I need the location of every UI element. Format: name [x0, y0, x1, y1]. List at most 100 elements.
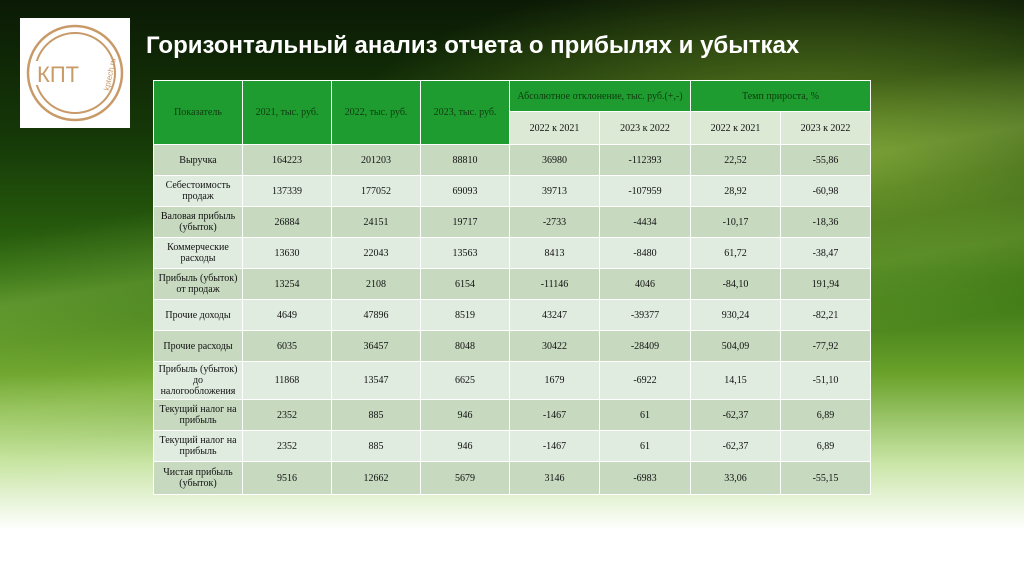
row-label-cell: Себестоимость продаж	[153, 175, 243, 207]
value-cell: 61,72	[690, 237, 782, 269]
value-cell: 26884	[242, 206, 332, 238]
table-body: Выручка 164223 201203 88810 36980 -112393 22,5…	[153, 144, 872, 495]
value-cell: 8048	[420, 330, 510, 362]
subheader-rate-2022-2021: 2022 к 2021	[690, 111, 782, 145]
subheader-abs-2022-2021: 2022 к 2021	[509, 111, 600, 145]
header-2023: 2023, тыс. руб.	[420, 80, 510, 145]
table-row: Текущий налог на прибыль 2352 885 946 -1467 6…	[153, 430, 872, 462]
table-row: Коммерческие расходы 13630 22043 13563 8413-…	[153, 237, 872, 269]
table-row: Прочие расходы 6035 36457 8048 30422 -28409 50…	[153, 330, 872, 362]
value-cell: 946	[420, 399, 510, 431]
value-cell: 2352	[242, 399, 332, 431]
value-cell: 6154	[420, 268, 510, 300]
value-cell: 8413	[509, 237, 600, 269]
value-cell: -107959	[598, 175, 692, 207]
value-cell: -60,98	[780, 175, 872, 207]
value-cell: 504,09	[690, 330, 782, 362]
value-cell: 61	[598, 399, 692, 431]
value-cell: -28409	[598, 330, 692, 362]
value-cell: 4649	[242, 299, 332, 331]
value-cell: 1679	[509, 361, 600, 400]
table-row: Прибыль (убыток) от продаж 13254 2108 6154-…	[153, 268, 872, 300]
value-cell: 6035	[242, 330, 332, 362]
value-cell: 6,89	[780, 430, 872, 462]
value-cell: -18,36	[780, 206, 872, 238]
subheader-abs-2023-2022: 2023 к 2022	[598, 111, 692, 145]
value-cell: -6983	[598, 461, 692, 495]
value-cell: -11146	[509, 268, 600, 300]
value-cell: 88810	[420, 144, 510, 176]
table-row: Себестоимость продаж 137339 177052 69093 397…	[153, 175, 872, 207]
page-title: Горизонтальный анализ отчета о прибылях …	[146, 32, 800, 59]
value-cell: 177052	[331, 175, 421, 207]
table-row: Текущий налог на прибыль 2352 885 946 -1467 6…	[153, 399, 872, 431]
value-cell: 69093	[420, 175, 510, 207]
value-cell: 3146	[509, 461, 600, 495]
value-cell: 12662	[331, 461, 421, 495]
value-cell: -62,37	[690, 399, 782, 431]
table-row: Валовая прибыль (убыток) 26884 24151 19717-…	[153, 206, 872, 238]
value-cell: -39377	[598, 299, 692, 331]
value-cell: -62,37	[690, 430, 782, 462]
value-cell: -2733	[509, 206, 600, 238]
value-cell: 164223	[242, 144, 332, 176]
value-cell: 43247	[509, 299, 600, 331]
value-cell: -84,10	[690, 268, 782, 300]
row-label-cell: Чистая прибыль (убыток)	[153, 461, 243, 495]
value-cell: -51,10	[780, 361, 872, 400]
row-label-cell: Прочие доходы	[153, 299, 243, 331]
row-label-cell: Выручка	[153, 144, 243, 176]
value-cell: 13630	[242, 237, 332, 269]
value-cell: 2352	[242, 430, 332, 462]
value-cell: 8519	[420, 299, 510, 331]
header-growth-rate: Темп прироста, %	[690, 80, 872, 112]
row-label-cell: Прибыль (убыток) до налогообложения	[153, 361, 243, 400]
value-cell: 13547	[331, 361, 421, 400]
value-cell: 24151	[331, 206, 421, 238]
income-statement-table: Показатель 2021, тыс. руб. 2022, тыс. ру…	[153, 80, 872, 495]
table-row: Чистая прибыль (убыток) 9516 12662 5679 3146…	[153, 461, 872, 495]
header-indicator: Показатель	[153, 80, 243, 145]
value-cell: -1467	[509, 399, 600, 431]
row-label-cell: Коммерческие расходы	[153, 237, 243, 269]
value-cell: -1467	[509, 430, 600, 462]
table-row: Выручка 164223 201203 88810 36980 -112393 22,5…	[153, 144, 872, 176]
subheader-rate-2023-2022: 2023 к 2022	[780, 111, 872, 145]
value-cell: 2108	[331, 268, 421, 300]
value-cell: -4434	[598, 206, 692, 238]
value-cell: -55,15	[780, 461, 872, 495]
value-cell: 13254	[242, 268, 332, 300]
row-label-cell: Текущий налог на прибыль	[153, 399, 243, 431]
value-cell: 22043	[331, 237, 421, 269]
value-cell: 47896	[331, 299, 421, 331]
value-cell: -6922	[598, 361, 692, 400]
row-label-cell: Прибыль (убыток) от продаж	[153, 268, 243, 300]
value-cell: -10,17	[690, 206, 782, 238]
value-cell: 11868	[242, 361, 332, 400]
value-cell: 4046	[598, 268, 692, 300]
header-2021: 2021, тыс. руб.	[242, 80, 332, 145]
value-cell: 33,06	[690, 461, 782, 495]
value-cell: 36980	[509, 144, 600, 176]
value-cell: 201203	[331, 144, 421, 176]
value-cell: 14,15	[690, 361, 782, 400]
value-cell: 6625	[420, 361, 510, 400]
row-label-cell: Текущий налог на прибыль	[153, 430, 243, 462]
value-cell: -112393	[598, 144, 692, 176]
row-label-cell: Прочие расходы	[153, 330, 243, 362]
value-cell: 885	[331, 430, 421, 462]
value-cell: 19717	[420, 206, 510, 238]
value-cell: 30422	[509, 330, 600, 362]
value-cell: 22,52	[690, 144, 782, 176]
value-cell: 61	[598, 430, 692, 462]
value-cell: -55,86	[780, 144, 872, 176]
value-cell: 885	[331, 399, 421, 431]
header-2022: 2022, тыс. руб.	[331, 80, 421, 145]
company-logo: КПТ kptech.ru	[20, 18, 130, 128]
value-cell: -38,47	[780, 237, 872, 269]
value-cell: 28,92	[690, 175, 782, 207]
value-cell: 946	[420, 430, 510, 462]
value-cell: 5679	[420, 461, 510, 495]
value-cell: 9516	[242, 461, 332, 495]
value-cell: 6,89	[780, 399, 872, 431]
